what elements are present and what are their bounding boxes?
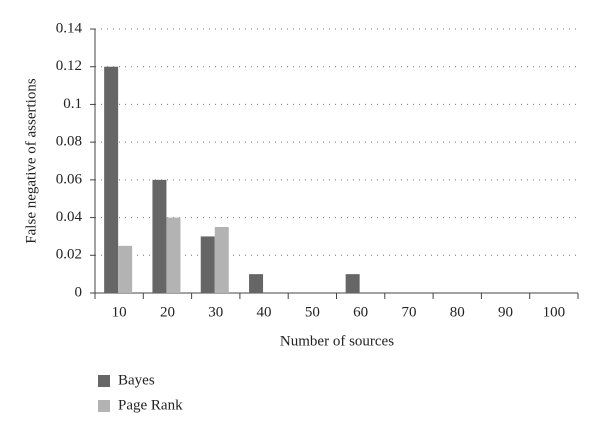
x-tick-label: 100 bbox=[543, 304, 566, 320]
bar bbox=[166, 217, 181, 293]
bar bbox=[214, 227, 229, 293]
bar bbox=[152, 179, 167, 293]
y-tick-label: 0.12 bbox=[56, 58, 82, 74]
y-tick-label: 0.14 bbox=[56, 20, 83, 36]
bar bbox=[345, 274, 360, 293]
y-tick-label: 0.1 bbox=[63, 96, 82, 112]
x-axis-label: Number of sources bbox=[280, 333, 394, 349]
x-tick-label: 20 bbox=[160, 304, 175, 320]
x-tick-label: 10 bbox=[112, 304, 127, 320]
x-tick-label: 50 bbox=[305, 304, 320, 320]
legend-label: Page Rank bbox=[118, 397, 183, 413]
bar bbox=[200, 236, 215, 293]
y-tick-label: 0 bbox=[75, 284, 83, 300]
y-tick-label: 0.08 bbox=[56, 134, 82, 150]
bar bbox=[104, 66, 119, 293]
bar bbox=[249, 274, 264, 293]
y-axis-label: False negative of assertions bbox=[23, 78, 39, 244]
y-tick-label: 0.06 bbox=[56, 171, 83, 187]
x-tick-label: 90 bbox=[498, 304, 513, 320]
x-tick-label: 70 bbox=[401, 304, 416, 320]
x-tick-label: 30 bbox=[208, 304, 223, 320]
y-tick-label: 0.04 bbox=[56, 209, 83, 225]
legend-swatch bbox=[98, 375, 110, 387]
legend-label: Bayes bbox=[118, 372, 155, 388]
x-tick-label: 80 bbox=[450, 304, 465, 320]
x-tick-label: 40 bbox=[257, 304, 272, 320]
y-tick-label: 0.02 bbox=[56, 247, 82, 263]
x-tick-label: 60 bbox=[353, 304, 368, 320]
bar bbox=[118, 245, 133, 293]
legend-swatch bbox=[98, 400, 110, 412]
